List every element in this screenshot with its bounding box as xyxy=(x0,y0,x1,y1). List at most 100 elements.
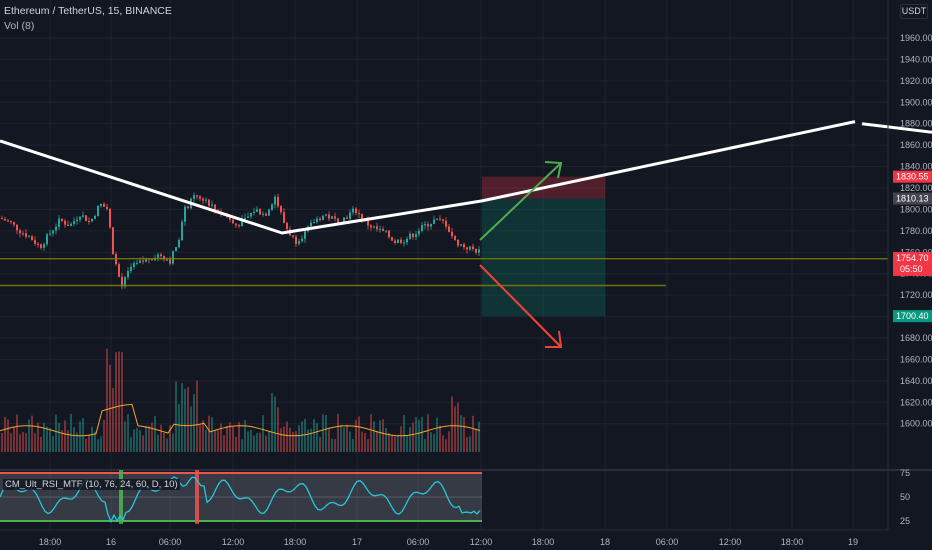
volume-bar xyxy=(241,439,243,452)
volume-bar xyxy=(205,429,207,452)
rsi-legend: CM_Ult_RSI_MTF (10, 76, 24, 60, D, 10) xyxy=(3,479,180,490)
last-price-badge: 1754.70 xyxy=(896,253,929,263)
volume-bar xyxy=(304,418,306,452)
price-tick-label: 1680.00 xyxy=(900,333,932,343)
candle-body xyxy=(343,217,345,222)
countdown-badge: 05:50 xyxy=(900,264,923,274)
volume-bar xyxy=(457,402,459,452)
volume-bar xyxy=(451,396,453,452)
volume-bar xyxy=(7,419,9,452)
candle-body xyxy=(25,233,27,237)
volume-bar xyxy=(139,429,141,452)
time-tick-label: 18:00 xyxy=(284,537,307,547)
volume-bar xyxy=(463,416,465,452)
volume-bar xyxy=(247,431,249,452)
volume-bar xyxy=(94,431,96,452)
candle-body xyxy=(166,259,168,261)
candle-body xyxy=(241,218,243,226)
candle-body xyxy=(121,276,123,287)
price-tick-label: 1840.00 xyxy=(900,162,932,172)
volume-bar xyxy=(394,436,396,452)
candle-body xyxy=(91,218,93,222)
candle-body xyxy=(286,222,288,230)
volume-bar xyxy=(385,428,387,452)
volume-bar xyxy=(160,424,162,452)
volume-bar xyxy=(166,438,168,452)
candle-body xyxy=(76,219,78,222)
time-tick-label: 16 xyxy=(106,537,116,547)
volume-bar xyxy=(358,416,360,452)
volume-bar xyxy=(235,436,237,452)
candle-body xyxy=(205,199,207,201)
volume-bar xyxy=(298,425,300,452)
time-tick-label: 12:00 xyxy=(719,537,742,547)
volume-bar xyxy=(262,415,264,452)
volume-bar xyxy=(100,436,102,452)
candle-body xyxy=(55,226,57,231)
volume-bar xyxy=(88,435,90,452)
volume-bar xyxy=(343,427,345,452)
volume-bar xyxy=(325,415,327,452)
candle-body xyxy=(112,227,114,255)
candle-body xyxy=(13,222,15,225)
candle-body xyxy=(67,224,69,226)
volume-bar xyxy=(382,419,384,452)
time-tick-label: 18:00 xyxy=(781,537,804,547)
candle-body xyxy=(10,220,12,223)
candle-body xyxy=(430,223,432,227)
volume-bar xyxy=(232,426,234,452)
candle-body xyxy=(448,226,450,232)
candle-body xyxy=(265,213,267,216)
candle-body xyxy=(247,216,249,218)
volume-bar xyxy=(319,436,321,452)
volume-bar xyxy=(181,383,183,452)
price-tick-label: 1880.00 xyxy=(900,119,932,129)
volume-bar xyxy=(292,432,294,452)
volume-bar xyxy=(196,380,198,452)
candle-body xyxy=(58,218,60,227)
candle-body xyxy=(196,195,198,197)
volume-bar xyxy=(52,435,54,452)
volume-bar xyxy=(283,426,285,452)
candle-body xyxy=(178,240,180,248)
volume-bar xyxy=(472,415,474,452)
candle-body xyxy=(412,233,414,238)
volume-bar xyxy=(172,433,174,452)
candle-body xyxy=(37,243,39,245)
volume-bar xyxy=(295,431,297,452)
candle-body xyxy=(139,260,141,263)
candle-body xyxy=(469,246,471,250)
volume-bar xyxy=(322,414,324,452)
volume-bar xyxy=(115,352,117,452)
time-tick-label: 18:00 xyxy=(532,537,555,547)
volume-bar xyxy=(448,431,450,452)
candle-body xyxy=(259,209,261,215)
volume-bar xyxy=(4,416,6,452)
candle-body xyxy=(172,251,174,264)
volume-bar xyxy=(412,422,414,452)
candle-body xyxy=(160,254,162,257)
price-tick-label: 1860.00 xyxy=(900,140,932,150)
candle-body xyxy=(82,215,84,217)
volume-bar xyxy=(280,428,282,452)
time-tick-label: 06:00 xyxy=(656,537,679,547)
rsi-overbought-marker xyxy=(195,470,199,524)
volume-bar xyxy=(79,421,81,452)
currency-button[interactable]: USDT xyxy=(900,4,928,19)
candle-body xyxy=(22,233,24,235)
price-tick-label: 1720.00 xyxy=(900,290,932,300)
volume-bar xyxy=(337,413,339,452)
candle-body xyxy=(388,230,390,238)
candle-body xyxy=(409,233,411,239)
candle-body xyxy=(88,220,90,222)
volume-bar xyxy=(34,433,36,452)
volume-bar xyxy=(199,424,201,452)
volume-bar xyxy=(469,436,471,452)
volume-bar xyxy=(22,432,24,452)
volume-bar xyxy=(349,431,351,452)
candle-body xyxy=(64,220,66,225)
candle-body xyxy=(157,254,159,258)
time-tick-label: 12:00 xyxy=(222,537,245,547)
